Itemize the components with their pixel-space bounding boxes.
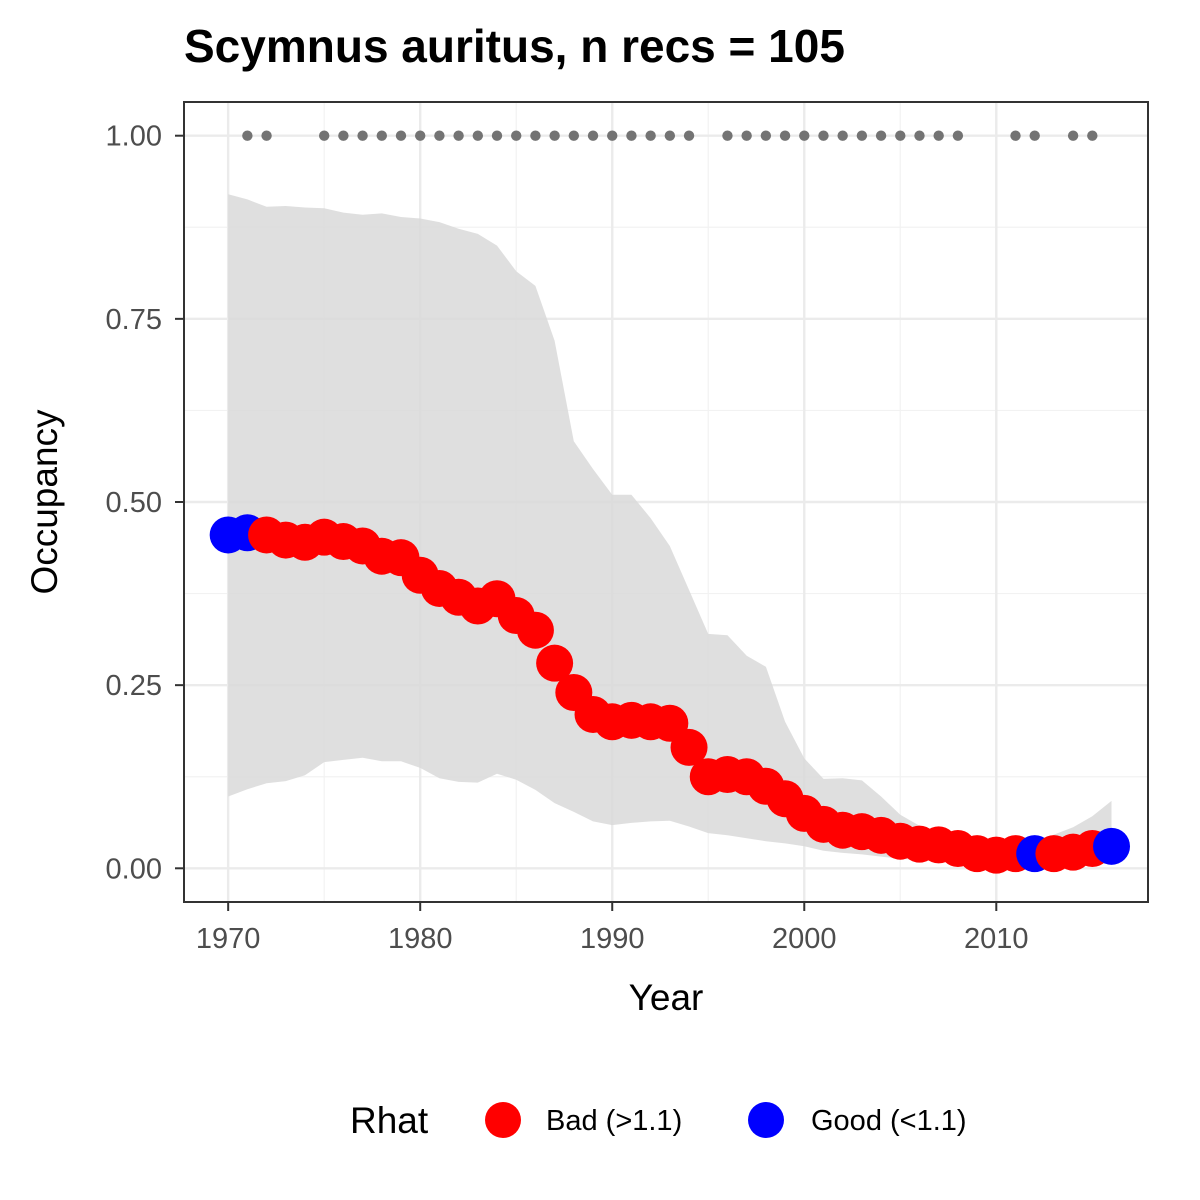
chart-title: Scymnus auritus, n recs = 105 bbox=[184, 20, 845, 72]
y-tick-label: 0.75 bbox=[106, 304, 162, 336]
record-year-dot bbox=[1087, 130, 1098, 141]
record-year-dot bbox=[568, 130, 580, 141]
record-year-dot bbox=[242, 130, 253, 141]
record-year-dot bbox=[875, 130, 887, 141]
record-year-dot bbox=[376, 130, 387, 141]
x-tick-label: 2010 bbox=[964, 923, 1029, 955]
credible-interval-band bbox=[228, 194, 1112, 865]
record-year-dot bbox=[1067, 130, 1079, 141]
legend-key-good bbox=[748, 1102, 784, 1138]
record-year-dot bbox=[837, 130, 848, 141]
legend-title: Rhat bbox=[350, 1100, 429, 1141]
x-axis-title: Year bbox=[629, 977, 704, 1018]
record-year-dot bbox=[549, 130, 560, 141]
record-year-dot bbox=[472, 130, 484, 141]
record-year-dot bbox=[799, 130, 810, 141]
y-tick-label: 1.00 bbox=[106, 121, 162, 153]
record-year-dot bbox=[357, 130, 368, 141]
x-tick-label: 2000 bbox=[772, 923, 837, 955]
record-year-dot bbox=[856, 130, 868, 141]
x-tick-label: 1990 bbox=[580, 923, 645, 955]
axes: 1970 1980 1990 2000 2010 0.00 0.25 0.50 0.75 1.00 bbox=[106, 121, 1029, 955]
record-year-dot bbox=[626, 130, 637, 141]
record-year-dot bbox=[818, 130, 829, 141]
record-year-dot bbox=[318, 130, 330, 141]
record-year-dot bbox=[261, 130, 272, 141]
record-year-dot bbox=[664, 130, 676, 141]
occupancy-points bbox=[209, 514, 1131, 874]
occupancy-point-good bbox=[1093, 827, 1131, 865]
occupancy-point-bad bbox=[516, 611, 554, 649]
y-tick-label: 0.25 bbox=[106, 670, 162, 702]
legend-key-bad bbox=[485, 1102, 521, 1138]
y-tick-label: 0.50 bbox=[106, 487, 162, 519]
record-year-dot bbox=[395, 130, 407, 141]
occupancy-point-bad bbox=[670, 728, 708, 766]
legend: Rhat Bad (>1.1) Good (<1.1) bbox=[350, 1100, 967, 1141]
y-axis-title: Occupancy bbox=[24, 409, 65, 595]
record-year-dots bbox=[242, 130, 1098, 141]
record-year-dot bbox=[511, 130, 522, 141]
x-tick-label: 1970 bbox=[196, 923, 261, 955]
record-year-dot bbox=[491, 130, 503, 141]
legend-label-bad: Bad (>1.1) bbox=[546, 1105, 682, 1137]
record-year-dot bbox=[1010, 130, 1021, 141]
record-year-dot bbox=[530, 130, 541, 141]
record-year-dot bbox=[338, 130, 349, 141]
record-year-dot bbox=[895, 130, 906, 141]
record-year-dot bbox=[645, 130, 656, 141]
legend-label-good: Good (<1.1) bbox=[811, 1105, 967, 1137]
record-year-dot bbox=[933, 130, 944, 141]
record-year-dot bbox=[914, 130, 925, 141]
record-year-dot bbox=[683, 130, 695, 141]
record-year-dot bbox=[453, 130, 464, 141]
record-year-dot bbox=[722, 130, 733, 141]
record-year-dot bbox=[952, 130, 964, 141]
record-year-dot bbox=[414, 130, 426, 141]
record-year-dot bbox=[779, 130, 791, 141]
record-year-dot bbox=[1029, 130, 1040, 141]
record-year-dot bbox=[741, 130, 752, 141]
credible-interval-ribbon bbox=[228, 194, 1112, 865]
record-year-dot bbox=[587, 130, 599, 141]
y-tick-label: 0.00 bbox=[106, 853, 162, 885]
record-year-dot bbox=[434, 130, 445, 141]
record-year-dot bbox=[760, 130, 772, 141]
x-tick-label: 1980 bbox=[388, 923, 453, 955]
record-year-dot bbox=[607, 130, 618, 141]
occupancy-point-bad bbox=[536, 644, 574, 682]
